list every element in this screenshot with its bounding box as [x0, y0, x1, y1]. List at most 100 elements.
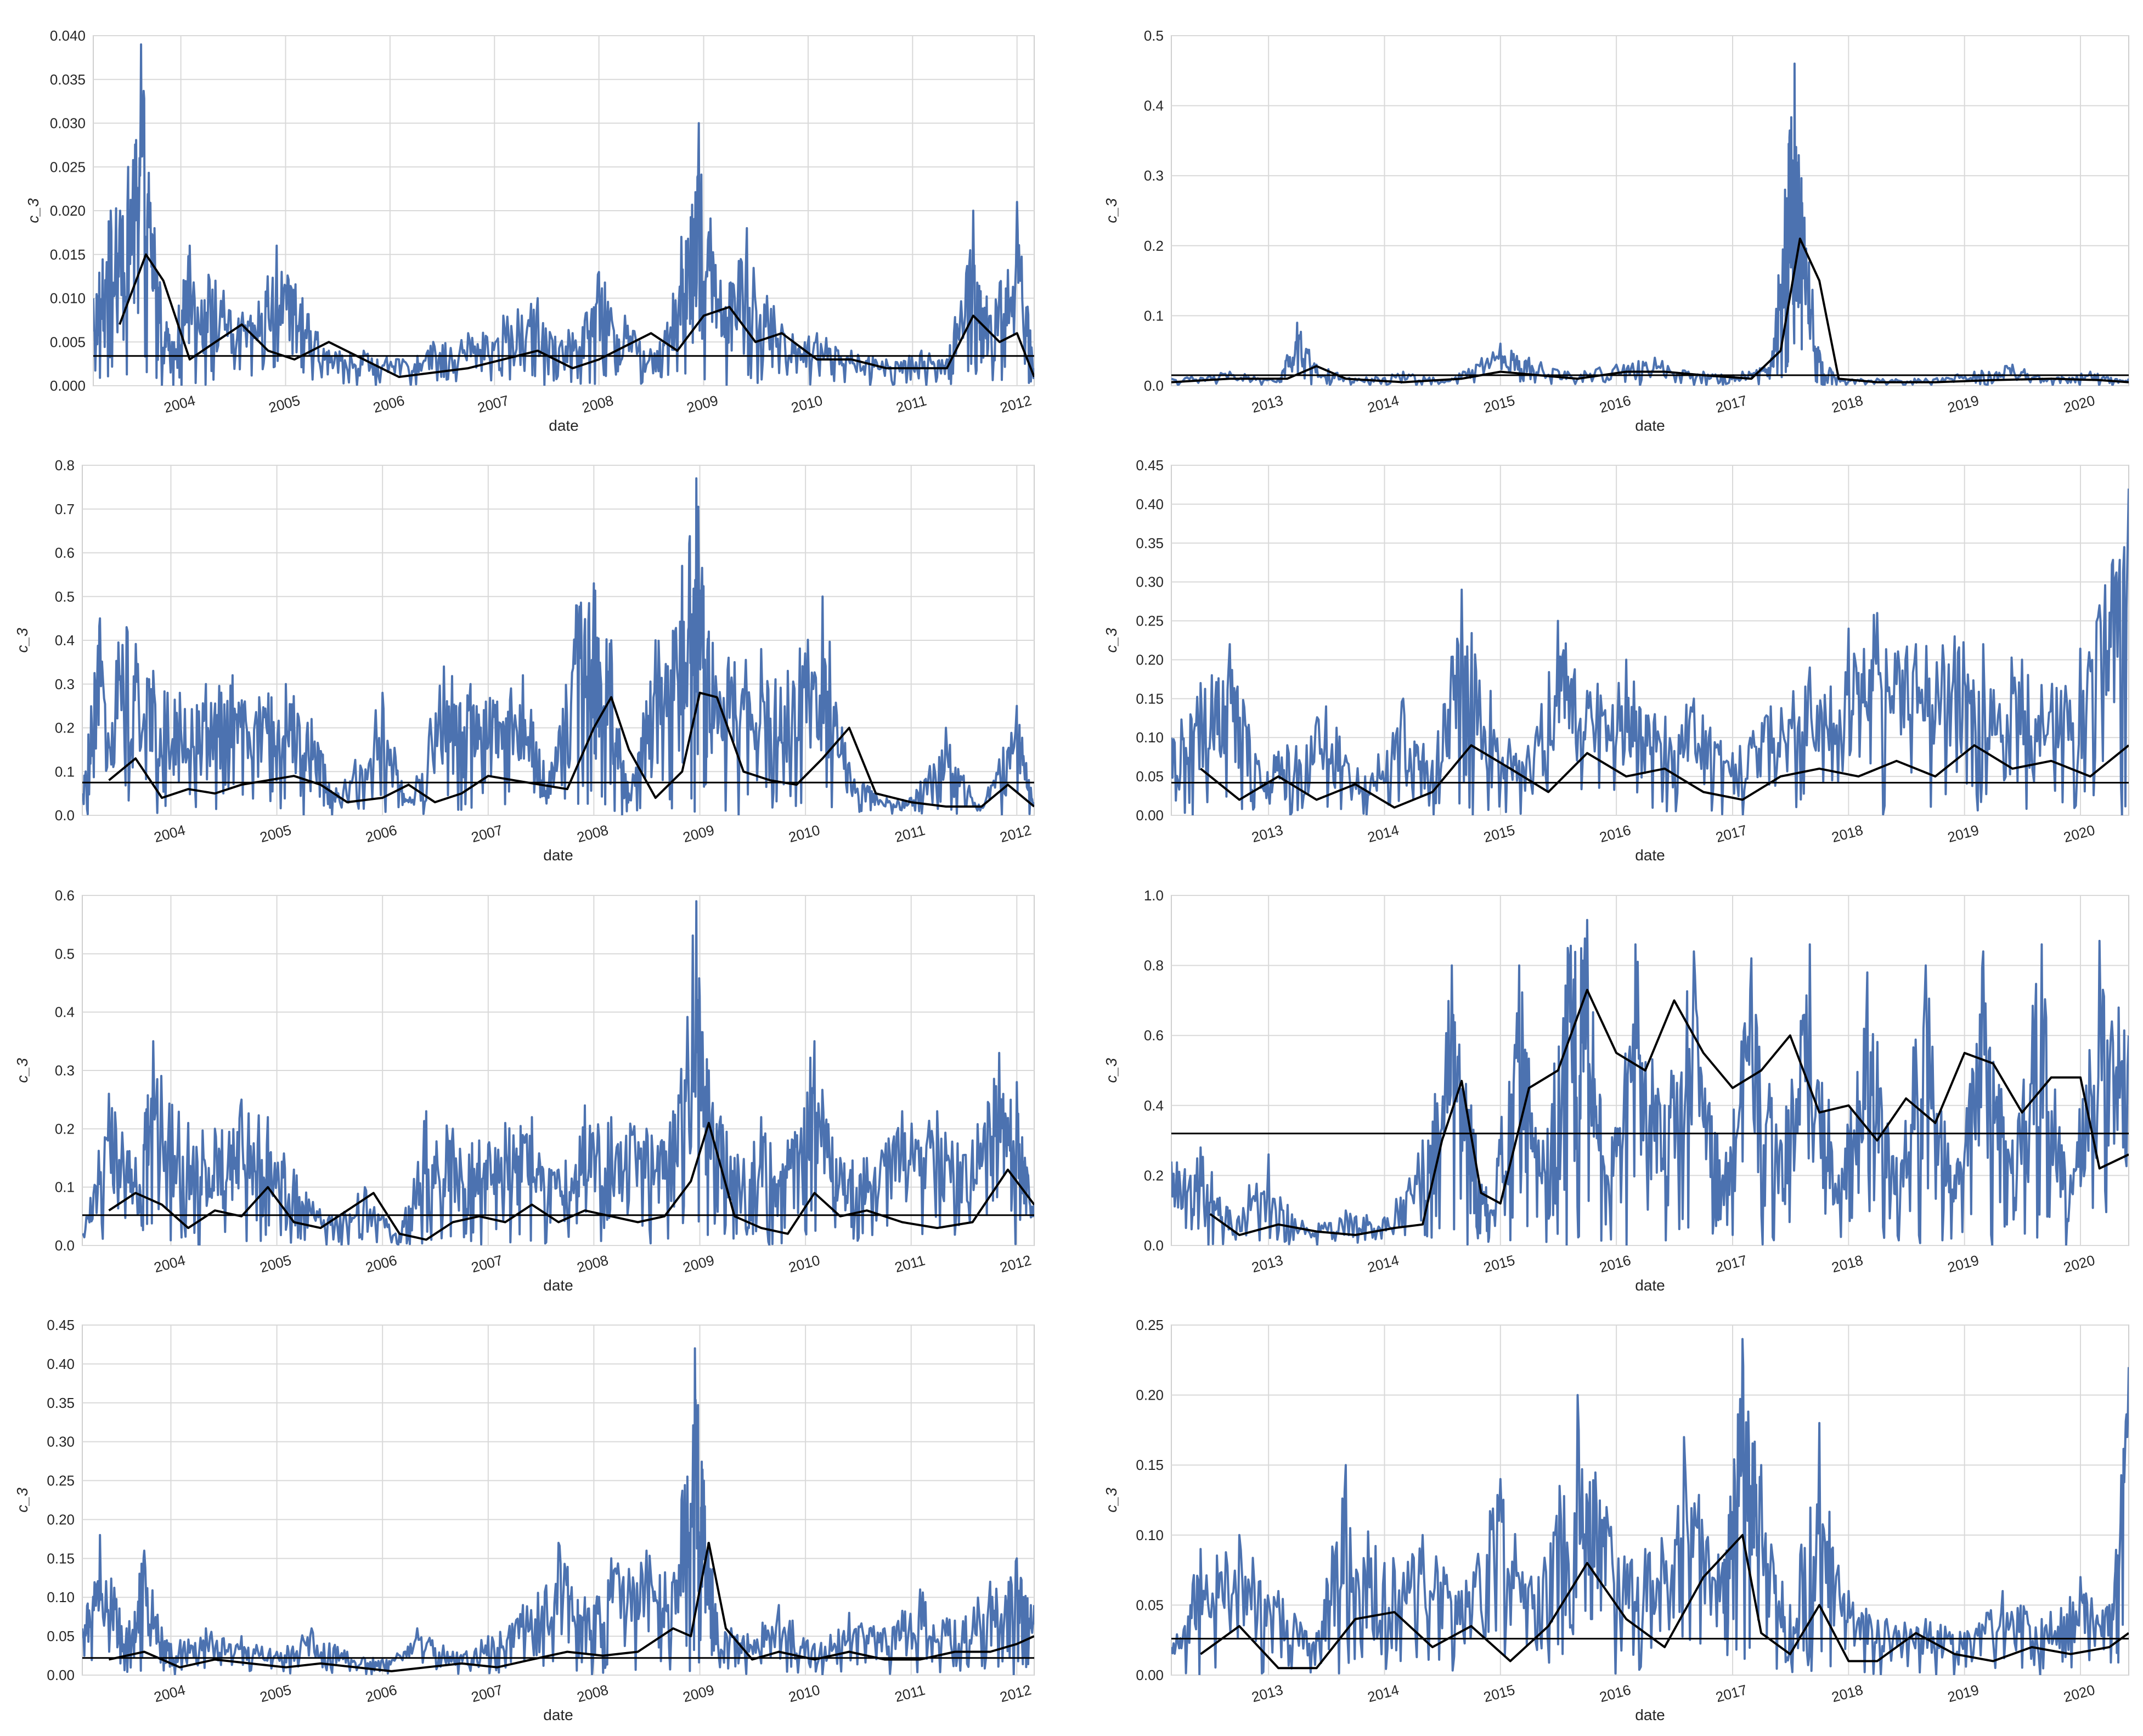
y-tick-label: 0.10: [47, 1589, 75, 1605]
y-tick-label: 0.0: [1144, 1237, 1164, 1254]
y-tick-label: 0.4: [1144, 1097, 1164, 1114]
y-tick-label: 0.000: [50, 377, 86, 394]
y-tick-label: 0.20: [47, 1511, 75, 1528]
y-axis-label: c_3: [14, 1058, 31, 1083]
y-tick-label: 0.0: [55, 1237, 75, 1254]
y-axis-label: c_3: [1103, 628, 1120, 653]
y-tick-label: 0.10: [1136, 729, 1164, 746]
smoothed-series-line: [1171, 238, 2129, 384]
x-axis-label: date: [1635, 1706, 1665, 1723]
y-tick-label: 0.20: [1136, 651, 1164, 668]
y-tick-label: 0.7: [55, 501, 75, 517]
smoothed-series-line: [119, 253, 1034, 378]
y-tick-label: 0.1: [1144, 307, 1164, 324]
y-tick-label: 0.4: [55, 1004, 75, 1021]
y-tick-label: 0.5: [55, 945, 75, 962]
y-tick-label: 0.15: [1136, 1457, 1164, 1473]
smoothed-series-line: [1209, 989, 2129, 1236]
y-axis-label: c_3: [1103, 1487, 1120, 1513]
y-tick-label: 0.010: [50, 290, 86, 307]
y-tick-label: 0.25: [1136, 613, 1164, 629]
y-tick-label: 0.15: [1136, 690, 1164, 707]
raw-series-line: [93, 43, 1034, 386]
y-axis-label: c_3: [14, 1487, 31, 1513]
raw-series-line: [1171, 918, 2129, 1245]
x-axis-label: date: [543, 847, 573, 864]
y-axis-label: c_3: [1103, 198, 1120, 223]
y-tick-label: 0.8: [55, 457, 75, 474]
y-tick-label: 0.2: [55, 1120, 75, 1137]
y-tick-label: 0.05: [47, 1628, 75, 1644]
y-axis-label: c_3: [25, 198, 42, 223]
plot-area: [1171, 895, 2129, 1246]
y-tick-label: 0.10: [1136, 1527, 1164, 1543]
y-tick-label: 0.30: [1136, 574, 1164, 590]
y-tick-label: 0.25: [47, 1473, 75, 1489]
raw-series-line: [82, 1347, 1034, 1675]
x-axis-label: date: [549, 417, 579, 434]
y-tick-label: 0.4: [1144, 98, 1164, 114]
y-tick-label: 0.1: [55, 763, 75, 780]
y-tick-label: 0.040: [50, 27, 86, 44]
y-tick-label: 0.005: [50, 334, 86, 350]
y-tick-label: 0.00: [1136, 807, 1164, 824]
y-tick-label: 0.020: [50, 202, 86, 219]
y-tick-label: 0.4: [55, 632, 75, 649]
y-tick-label: 0.3: [55, 1062, 75, 1079]
y-tick-label: 0.2: [1144, 238, 1164, 254]
y-tick-label: 0.0: [1144, 377, 1164, 394]
y-tick-label: 0.5: [1144, 27, 1164, 44]
smoothed-series-line: [1200, 1534, 2129, 1670]
y-tick-label: 0.35: [47, 1395, 75, 1411]
y-axis-label: c_3: [1103, 1058, 1120, 1083]
y-tick-label: 0.3: [55, 676, 75, 692]
chart-panel-4: 0.00 0.05 0.10 0.15 0.20 0.25 0.30 0.35 0.40 0.45…: [1103, 457, 2129, 864]
smoothed-series-line: [108, 691, 1034, 808]
smoothed-series-line: [109, 1542, 1034, 1672]
y-tick-label: 0.40: [1136, 496, 1164, 512]
raw-series-line: [1171, 488, 2129, 815]
y-axis-label: c_3: [14, 628, 31, 653]
chart-panel-1: 0.000 0.005 0.010 0.015 0.020 0.025 0.030 0.035…: [25, 27, 1035, 434]
y-tick-label: 0.00: [47, 1667, 75, 1683]
plot-area: [1171, 35, 2129, 386]
y-tick-label: 0.025: [50, 159, 86, 175]
y-tick-label: 0.15: [47, 1550, 75, 1566]
y-tick-label: 0.20: [1136, 1387, 1164, 1404]
y-tick-label: 0.015: [50, 246, 86, 263]
y-tick-label: 0.05: [1136, 768, 1164, 785]
y-tick-label: 0.45: [47, 1317, 75, 1333]
y-tick-label: 0.1: [55, 1179, 75, 1196]
y-tick-label: 1.0: [1144, 887, 1164, 904]
y-tick-label: 0.00: [1136, 1667, 1164, 1683]
y-tick-label: 0.30: [47, 1434, 75, 1450]
y-tick-label: 0.8: [1144, 957, 1164, 974]
x-axis-label: date: [1635, 417, 1665, 434]
y-tick-label: 0.6: [1144, 1027, 1164, 1044]
x-axis-label: date: [543, 1706, 573, 1723]
y-tick-label: 0.5: [55, 588, 75, 605]
plot-area: [82, 1324, 1035, 1676]
raw-series-line: [1171, 1338, 2129, 1675]
x-axis-label: date: [1635, 1277, 1665, 1294]
y-tick-label: 0.40: [47, 1356, 75, 1372]
y-tick-label: 0.6: [55, 887, 75, 904]
y-tick-label: 0.2: [55, 720, 75, 736]
raw-series-line: [82, 900, 1034, 1245]
y-tick-label: 0.6: [55, 545, 75, 561]
smoothed-series-line: [1200, 744, 2129, 809]
y-tick-label: 0.030: [50, 115, 86, 132]
y-tick-label: 0.2: [1144, 1167, 1164, 1183]
y-tick-label: 0.05: [1136, 1597, 1164, 1613]
y-tick-label: 0.0: [55, 807, 75, 824]
y-tick-label: 0.035: [50, 71, 86, 88]
y-tick-label: 0.35: [1136, 535, 1164, 551]
x-axis-label: date: [1635, 847, 1665, 864]
y-tick-label: 0.3: [1144, 167, 1164, 184]
